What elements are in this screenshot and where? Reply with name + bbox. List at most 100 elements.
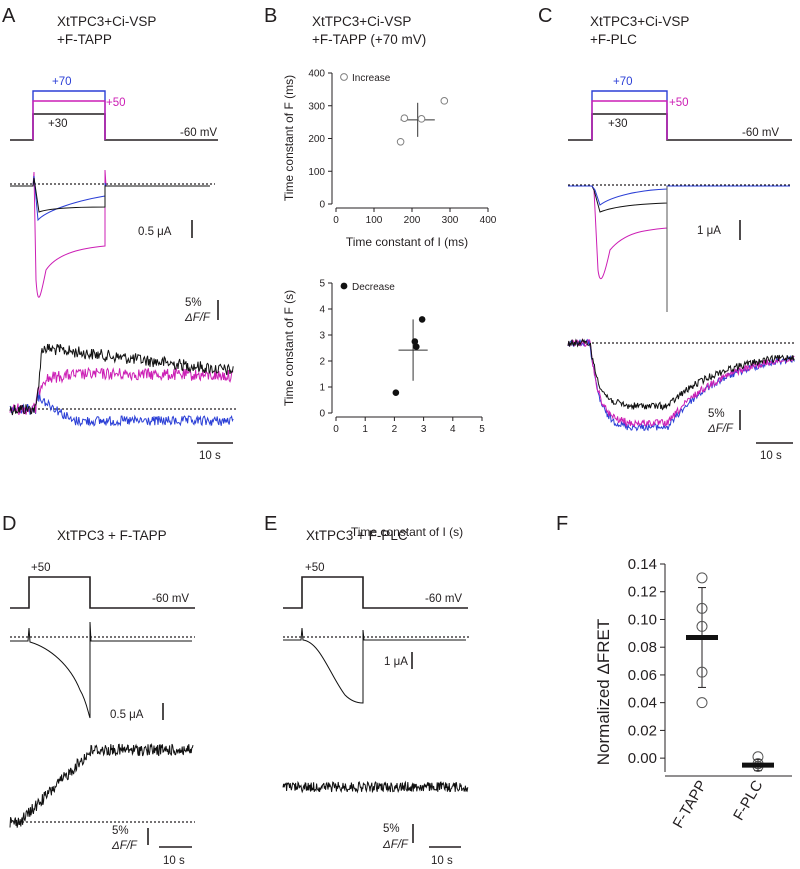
e-voltage-protocol: [283, 576, 468, 609]
panel-c-currents: 1 μA: [568, 184, 792, 312]
f-x-tick-label: F-PLC: [730, 777, 766, 823]
x-tick-label: 400: [480, 215, 497, 226]
d-current-scale-label: 0.5 μA: [110, 709, 144, 721]
panel-d: D XtTPC3 + F-TAPP +50 -60 mV 0.5 μA 5% Δ…: [2, 513, 195, 867]
c-label-hold: -60 mV: [742, 127, 779, 139]
panel-a-title-line2: +F-TAPP: [57, 32, 112, 47]
c-current-scale-label: 1 μA: [697, 225, 721, 237]
data-point: [400, 114, 409, 122]
x-tick-label: 4: [450, 424, 456, 435]
panel-c-title-line2: +F-PLC: [590, 32, 637, 47]
d-fret-scale-pct: 5%: [112, 825, 129, 837]
f-y-tick-label: 0.00: [628, 750, 657, 767]
y-tick-label: 0: [319, 409, 325, 420]
b-bottom-y-axis-label: Time constant of F (s): [282, 290, 296, 406]
e-label-50mv: +50: [305, 562, 325, 574]
x-tick-label: 2: [392, 424, 398, 435]
c-fret-trace-50mv: [567, 337, 795, 428]
b-bottom-legend-marker: [340, 282, 348, 290]
y-tick-label: 3: [319, 331, 325, 342]
b-bottom-x-axis-label: Time constant of I (s): [351, 525, 463, 539]
f-y-tick-label: 0.14: [628, 556, 657, 573]
f-data-point: [696, 697, 708, 709]
d-voltage-protocol: [10, 576, 195, 609]
fret-trace-70mv: [9, 391, 234, 427]
panel-d-label: D: [2, 513, 16, 535]
b-top-legend-label: Increase: [352, 73, 391, 84]
f-data-point: [696, 602, 708, 614]
current-trace-50mv: [10, 169, 210, 298]
d-label-50mv: +50: [31, 562, 51, 574]
c-step-50mv: [591, 100, 668, 140]
label-70mv: +70: [52, 76, 72, 88]
c-fret-trace-30mv: [567, 338, 795, 411]
d-time-scale-label: 10 s: [163, 855, 185, 867]
x-tick-label: 3: [421, 424, 427, 435]
panel-c-title-line1: XtTPC3+Ci-VSP: [590, 14, 689, 29]
current-trace-70mv: [10, 175, 210, 222]
panel-f: F Normalized ΔFRET 0.00 0.02 0.04 0.06 0.08 0…: [556, 513, 792, 831]
f-data-point: [696, 620, 708, 632]
e-current-trace: [283, 627, 466, 704]
panel-e-label: E: [264, 513, 277, 535]
b-bottom-legend-label: Decrease: [352, 282, 395, 293]
c-time-scale-label: 10 s: [760, 450, 782, 462]
x-tick-label: 100: [366, 215, 383, 226]
panel-f-label: F: [556, 513, 568, 535]
x-tick-label: 5: [479, 424, 485, 435]
step-30mv: [10, 113, 218, 141]
panel-a-title-line1: XtTPC3+Ci-VSP: [57, 14, 156, 29]
step-70mv: [32, 90, 106, 140]
data-point: [413, 343, 420, 351]
x-tick-label: 0: [333, 215, 339, 226]
chart-b-decrease: Time constant of I (s) Time constant of …: [282, 279, 485, 540]
c-fret-trace-70mv: [567, 338, 795, 432]
data-point: [417, 115, 426, 123]
panel-c-fret: 5% ΔF/F 10 s: [567, 337, 795, 462]
panel-a-voltage-protocol: +70 +50 +30 -60 mV: [10, 76, 218, 141]
f-y-tick-label: 0.06: [628, 667, 657, 684]
e-fret-trace: [282, 780, 469, 794]
e-label-hold: -60 mV: [425, 593, 462, 605]
b-top-y-axis-label: Time constant of F (ms): [282, 75, 296, 201]
panel-c-voltage-protocol: +70 +50 +30 -60 mV: [568, 76, 792, 141]
x-tick-label: 0: [333, 424, 339, 435]
panel-b-title-line2: +F-TAPP (+70 mV): [312, 32, 426, 47]
y-tick-label: 5: [319, 279, 325, 290]
d-label-hold: -60 mV: [152, 593, 189, 605]
label-hold: -60 mV: [180, 127, 217, 139]
c-fret-scale-pct: 5%: [708, 408, 725, 420]
panel-e-title: XtTPC3 + F-PLC: [306, 528, 408, 543]
e-fret-scale-pct: 5%: [383, 823, 400, 835]
data-point: [440, 97, 449, 105]
d-current-trace: [10, 621, 192, 719]
fret-trace-50mv: [9, 366, 234, 416]
f-y-tick-label: 0.08: [628, 639, 657, 656]
y-tick-label: 2: [319, 357, 325, 368]
c-label-30mv: +30: [608, 118, 628, 130]
c-step-30mv: [568, 113, 792, 141]
panel-b: B XtTPC3+Ci-VSP +F-TAPP (+70 mV) Time co…: [264, 5, 497, 539]
fret-scale-label: ΔF/F: [184, 312, 211, 324]
data-point: [411, 338, 419, 345]
b-top-x-axis-label: Time constant of I (ms): [346, 235, 468, 249]
y-tick-label: 100: [308, 167, 325, 178]
c-current-trace-70mv: [568, 185, 790, 206]
chart-b-increase: Time constant of I (ms) Time constant of…: [282, 69, 497, 250]
data-point: [396, 137, 405, 146]
f-y-tick-label: 0.04: [628, 695, 657, 712]
panel-d-title: XtTPC3 + F-TAPP: [57, 528, 167, 543]
f-y-tick-label: 0.10: [628, 611, 657, 628]
c-label-70mv: +70: [613, 76, 633, 88]
x-tick-label: 300: [442, 215, 459, 226]
d-fret-trace: [9, 742, 194, 828]
data-point: [418, 316, 426, 323]
panel-c-label: C: [538, 5, 552, 27]
fret-scale-pct: 5%: [185, 297, 202, 309]
x-tick-label: 200: [404, 215, 421, 226]
panel-a-label: A: [2, 5, 16, 27]
b-top-legend-marker: [340, 73, 348, 81]
current-scale-label: 0.5 μA: [138, 226, 172, 238]
panel-c: C XtTPC3+Ci-VSP +F-PLC +70 +50 +30 -60 m…: [538, 5, 795, 462]
